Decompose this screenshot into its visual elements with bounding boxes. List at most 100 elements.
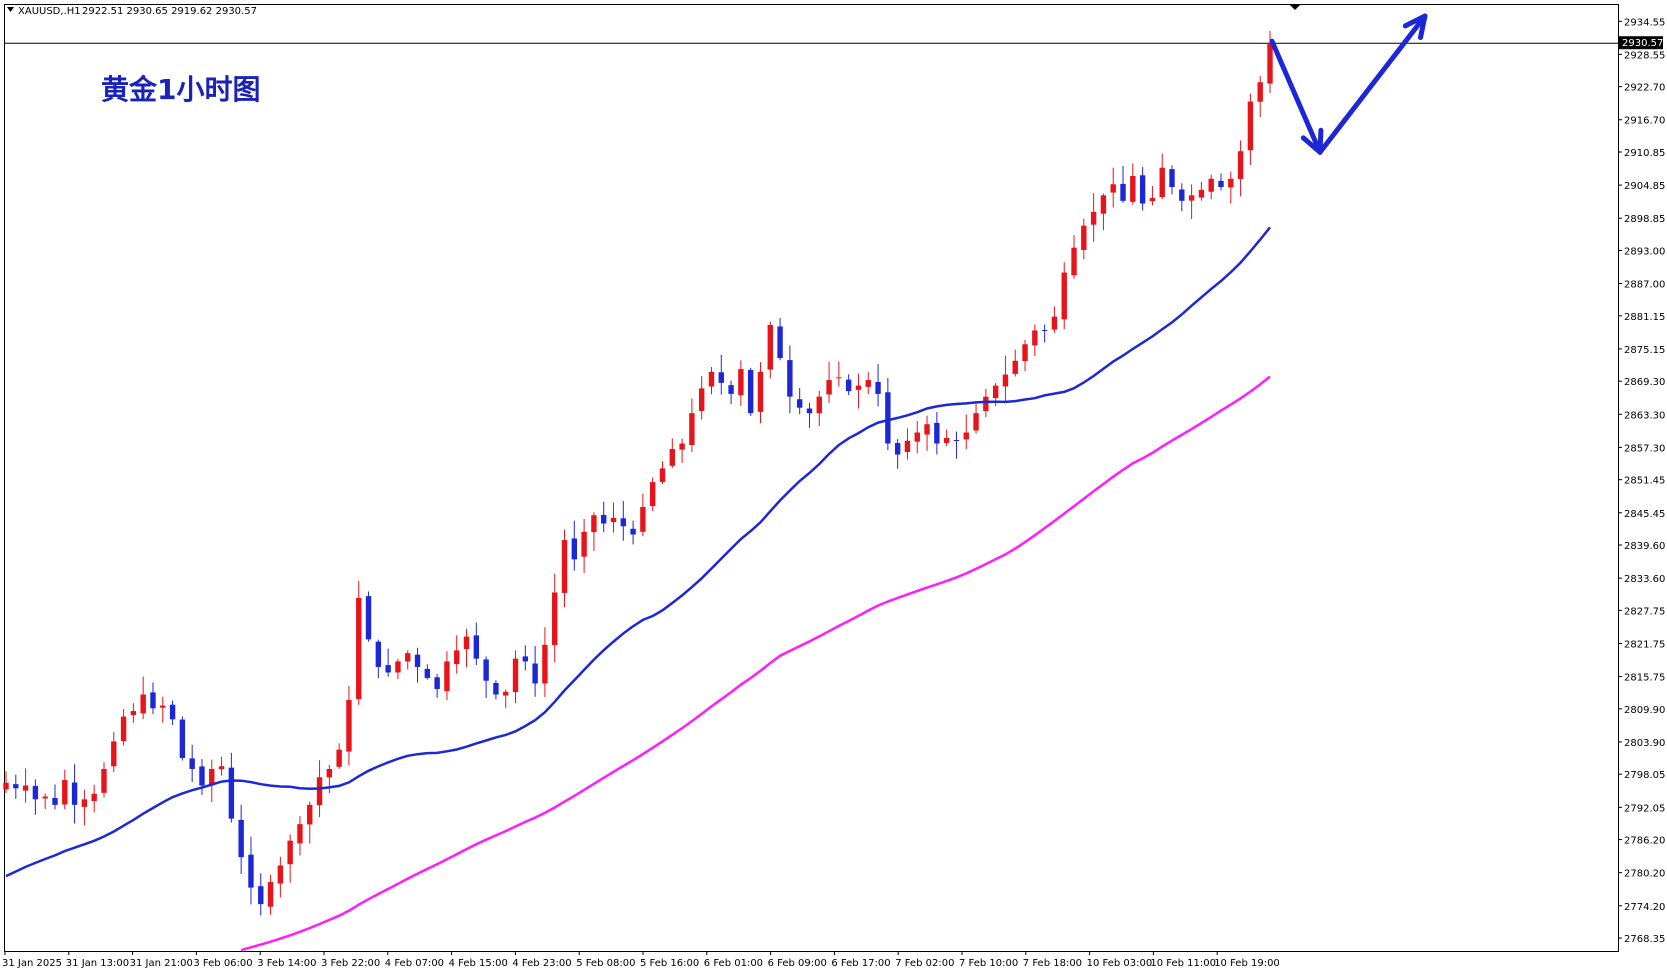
candle bbox=[659, 461, 666, 485]
candle bbox=[258, 873, 264, 916]
candle bbox=[111, 731, 117, 773]
candle bbox=[1130, 163, 1136, 205]
candle bbox=[140, 676, 146, 720]
candle-body bbox=[326, 768, 333, 778]
x-tick-label: 4 Feb 07:00 bbox=[385, 958, 444, 969]
candle-body bbox=[189, 758, 195, 769]
candle-body bbox=[1169, 169, 1175, 188]
candle-body bbox=[630, 528, 636, 535]
candle bbox=[179, 716, 186, 761]
candle-body bbox=[669, 449, 675, 466]
candle bbox=[953, 431, 960, 459]
candle bbox=[346, 685, 352, 766]
candle-body bbox=[1267, 43, 1273, 84]
candle-body bbox=[1188, 195, 1195, 201]
candle bbox=[238, 804, 244, 875]
y-tick-label: 2922.70 bbox=[1624, 83, 1665, 94]
y-tick-label: 2821.75 bbox=[1624, 639, 1665, 650]
candle-body bbox=[561, 540, 568, 593]
candle-body bbox=[238, 819, 244, 858]
candle bbox=[267, 874, 274, 915]
candle-body bbox=[385, 665, 391, 673]
candle-body bbox=[845, 379, 852, 392]
candle bbox=[189, 744, 195, 783]
candle-body bbox=[885, 392, 891, 444]
y-tick-label: 2928.55 bbox=[1624, 50, 1665, 61]
candle-body bbox=[836, 377, 842, 379]
down-arrow-shaft bbox=[1269, 38, 1323, 155]
candle-body bbox=[865, 380, 871, 387]
candle bbox=[1198, 181, 1205, 201]
candle bbox=[522, 645, 529, 671]
candle-body bbox=[424, 668, 431, 678]
candle-body bbox=[1208, 178, 1214, 192]
candle bbox=[150, 682, 156, 715]
x-tick-label: 31 Jan 21:00 bbox=[130, 958, 193, 969]
candle bbox=[767, 321, 773, 379]
candle bbox=[454, 635, 460, 674]
candle-body bbox=[875, 381, 881, 394]
candle bbox=[1120, 166, 1126, 203]
candle-body bbox=[356, 597, 362, 700]
candle-body bbox=[787, 360, 793, 397]
candle-body bbox=[346, 700, 352, 752]
y-tick-label: 2798.05 bbox=[1624, 770, 1665, 781]
candle-body bbox=[512, 658, 519, 693]
candle-body bbox=[620, 518, 626, 527]
candle-body bbox=[532, 663, 538, 684]
candle bbox=[787, 345, 793, 414]
x-tick-label: 6 Feb 09:00 bbox=[768, 958, 827, 969]
candle-body bbox=[542, 644, 548, 684]
candle bbox=[3, 771, 9, 794]
candle bbox=[1041, 324, 1048, 343]
x-tick-label: 7 Feb 18:00 bbox=[1023, 958, 1082, 969]
x-tick-label: 5 Feb 16:00 bbox=[640, 958, 699, 969]
candle-body bbox=[747, 369, 754, 414]
candle-body bbox=[120, 716, 127, 742]
x-tick-label: 10 Feb 03:00 bbox=[1087, 958, 1153, 969]
candle-body bbox=[503, 691, 509, 696]
candle bbox=[42, 793, 48, 809]
candle bbox=[1081, 218, 1087, 260]
candle-body bbox=[943, 438, 950, 443]
candle bbox=[1061, 262, 1067, 330]
candle-body bbox=[1110, 184, 1116, 193]
candle bbox=[483, 656, 489, 698]
x-tick-label: 31 Jan 13:00 bbox=[66, 958, 129, 969]
candle-body bbox=[757, 371, 764, 412]
candle-body bbox=[571, 538, 578, 560]
forecast-arrows bbox=[1269, 13, 1428, 155]
candle-body bbox=[1130, 175, 1136, 202]
chart-shift-marker[interactable] bbox=[1290, 5, 1300, 10]
candle-body bbox=[973, 413, 979, 431]
chart-menu-icon[interactable] bbox=[7, 7, 14, 12]
candle-body bbox=[992, 385, 999, 399]
candle-body bbox=[934, 422, 940, 444]
candle bbox=[62, 769, 68, 810]
ma-fast-line bbox=[5, 226, 1271, 878]
candle-body bbox=[454, 650, 460, 665]
candle-body bbox=[395, 661, 401, 673]
candle-body bbox=[1061, 272, 1067, 320]
candle-body bbox=[473, 635, 480, 659]
candle-body bbox=[767, 324, 773, 370]
candle bbox=[806, 402, 813, 428]
candle bbox=[885, 378, 891, 451]
candle bbox=[385, 648, 391, 677]
y-tick-label: 2845.45 bbox=[1624, 509, 1665, 520]
candle-body bbox=[405, 653, 411, 662]
candle bbox=[718, 354, 724, 395]
candle bbox=[591, 512, 597, 551]
candle bbox=[13, 774, 19, 799]
candles bbox=[3, 30, 1273, 916]
candle bbox=[865, 372, 871, 395]
y-tick-label: 2768.35 bbox=[1624, 934, 1665, 945]
candle-body bbox=[297, 824, 303, 844]
candle bbox=[943, 429, 950, 447]
candle-body bbox=[1247, 101, 1254, 151]
candle bbox=[826, 361, 832, 403]
candle bbox=[120, 709, 127, 746]
candle bbox=[336, 743, 342, 769]
candle-body bbox=[914, 432, 920, 442]
